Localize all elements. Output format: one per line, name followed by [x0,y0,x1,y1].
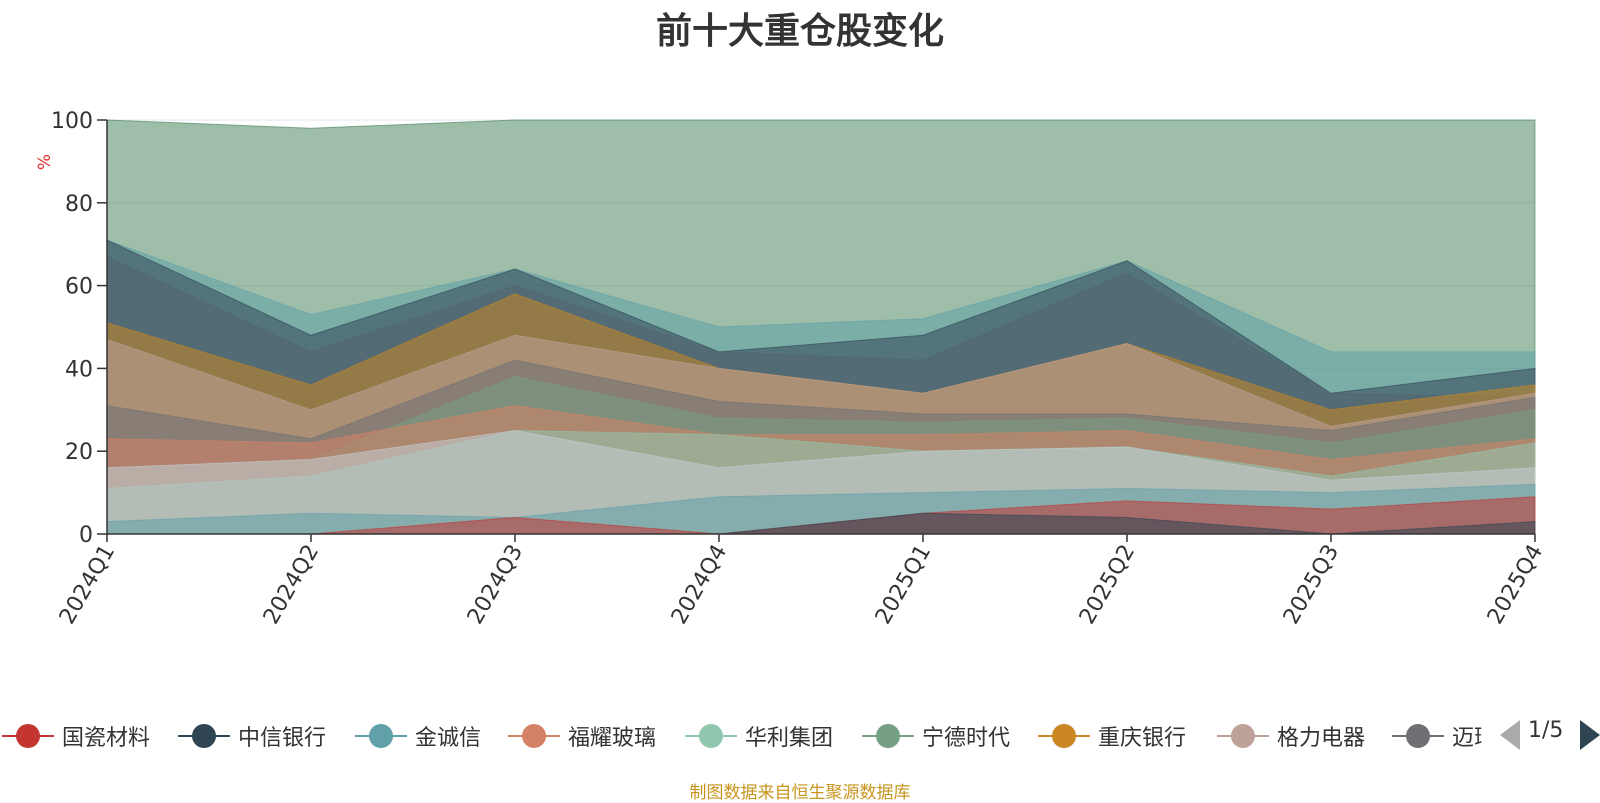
legend-item-8[interactable]: 迈瑞 [1392,716,1482,756]
area-series [106,119,1536,535]
y-tick-label-0: 0 [79,523,93,548]
legend-prev-page-icon[interactable] [1500,720,1520,750]
x-tick-label-5: 2025Q2 [1075,541,1140,629]
legend-label: 华利集团 [745,726,834,751]
legend-marker-icon [862,721,914,751]
x-tick-label-7: 2025Q4 [1483,541,1548,629]
legend-label: 迈瑞 [1452,726,1482,751]
legend-marker-dot [369,724,393,748]
y-tick-label-3: 60 [65,275,93,300]
legend-item-1[interactable]: 中信银行 [178,716,326,756]
legend-item-2[interactable]: 金诚信 [355,716,481,756]
legend-item-4[interactable]: 华利集团 [685,716,833,756]
x-tick-label-3: 2024Q4 [667,541,732,629]
x-tick-label-6: 2025Q3 [1279,541,1344,629]
legend-next-page-icon[interactable] [1580,720,1600,750]
legend-marker-dot [16,724,40,748]
legend-marker-dot [1052,724,1076,748]
legend-label: 福耀玻璃 [568,726,657,751]
y-axis-unit: % [35,154,55,170]
legend-label: 国瓷材料 [62,726,151,751]
legend-marker-icon [1217,721,1269,751]
legend-items: 国瓷材料 中信银行 金诚信 福耀玻璃 华利集团 宁德时代 重庆银行 格力电器 迈瑞 [0,716,1482,756]
legend-label: 中信银行 [238,726,327,751]
legend-item-6[interactable]: 重庆银行 [1038,716,1186,756]
y-tick-label-1: 20 [65,440,93,465]
legend-marker-icon [1392,721,1444,751]
legend-marker-icon [178,721,230,751]
legend-marker-icon [355,721,407,751]
y-tick-label-4: 80 [65,192,93,217]
legend-marker-dot [522,724,546,748]
legend-marker-icon [2,721,54,751]
x-tick-label-1: 2024Q2 [259,541,324,629]
legend: 国瓷材料 中信银行 金诚信 福耀玻璃 华利集团 宁德时代 重庆银行 格力电器 迈瑞 [0,716,1600,756]
legend-item-7[interactable]: 格力电器 [1217,716,1365,756]
x-tick-label-2: 2024Q3 [463,541,528,629]
legend-marker-icon [508,721,560,751]
legend-label: 宁德时代 [922,726,1011,751]
legend-marker-dot [876,724,900,748]
legend-label: 格力电器 [1277,726,1366,751]
legend-marker-icon [1038,721,1090,751]
legend-marker-icon [685,721,737,751]
legend-label: 重庆银行 [1098,726,1187,751]
chart-title: 前十大重仓股变化 [655,11,944,52]
legend-label: 金诚信 [415,726,482,751]
legend-page-indicator: 1/5 [1528,718,1564,743]
y-tick-label-2: 40 [65,357,93,382]
legend-item-3[interactable]: 福耀玻璃 [508,716,656,756]
legend-item-0[interactable]: 国瓷材料 [2,716,150,756]
x-tick-label-0: 2024Q1 [55,541,120,629]
legend-item-5[interactable]: 宁德时代 [862,716,1010,756]
x-tick-label-4: 2025Q1 [871,541,936,629]
data-source-note: 制图数据来自恒生聚源数据库 [689,783,911,803]
legend-marker-dot [699,724,723,748]
legend-marker-dot [1231,724,1255,748]
y-tick-label-5: 100 [51,109,93,134]
legend-marker-dot [1406,724,1430,748]
legend-marker-dot [192,724,216,748]
